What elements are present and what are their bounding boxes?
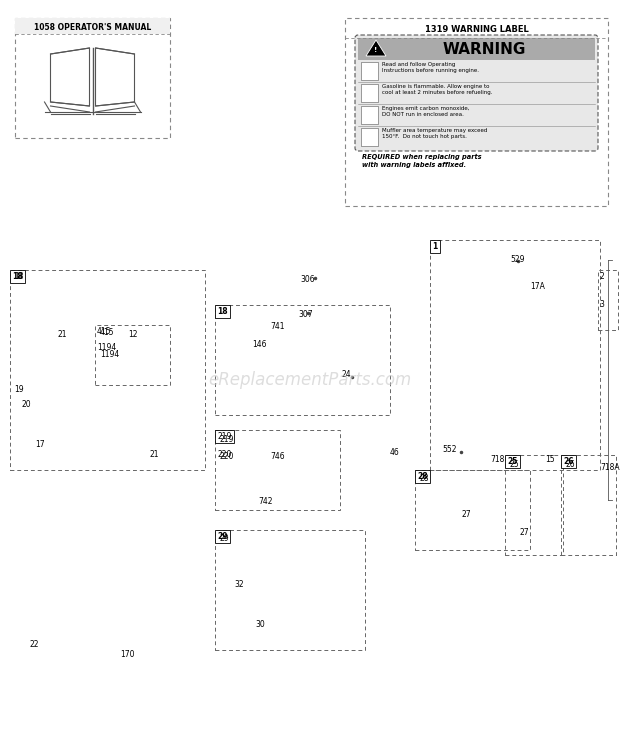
Text: WARNING: WARNING	[443, 42, 526, 57]
Text: 746: 746	[270, 452, 285, 461]
Text: 742: 742	[258, 497, 273, 506]
Text: 21: 21	[150, 450, 159, 459]
Bar	[598, 270, 618, 330]
Bar	[215, 305, 390, 415]
Text: 15: 15	[545, 455, 555, 464]
Text: REQUIRED when replacing parts
with warning labels affixed.: REQUIRED when replacing parts with warni…	[362, 154, 482, 168]
Text: 3: 3	[599, 300, 604, 309]
Bar	[361, 128, 378, 146]
Text: Read and follow Operating
Instructions before running engine.: Read and follow Operating Instructions b…	[382, 62, 479, 73]
Text: 1194: 1194	[100, 350, 119, 359]
Bar	[15, 18, 170, 138]
Bar	[215, 430, 340, 510]
Text: 1: 1	[432, 242, 437, 251]
Bar	[361, 84, 378, 102]
Text: 1319 WARNING LABEL: 1319 WARNING LABEL	[425, 25, 528, 34]
Bar	[10, 270, 205, 470]
Text: 18: 18	[217, 307, 228, 316]
Text: 146: 146	[252, 340, 267, 349]
Text: 170: 170	[120, 650, 135, 659]
Text: 17: 17	[35, 440, 45, 449]
Text: 25: 25	[507, 457, 517, 466]
Text: 1194: 1194	[97, 343, 117, 352]
Text: Gasoline is flammable. Allow engine to
cool at least 2 minutes before refueling.: Gasoline is flammable. Allow engine to c…	[382, 84, 492, 95]
Text: 25: 25	[510, 460, 520, 469]
Text: 415: 415	[97, 327, 112, 336]
Text: Muffler area temperature may exceed
150°F.  Do not touch hot parts.: Muffler area temperature may exceed 150°…	[382, 128, 487, 139]
Text: 552: 552	[442, 445, 456, 454]
Text: 20: 20	[22, 400, 32, 409]
Text: 718: 718	[490, 455, 505, 464]
Text: 27: 27	[462, 510, 472, 519]
Text: 718A: 718A	[600, 463, 619, 472]
Text: 29: 29	[220, 534, 229, 543]
Text: 220: 220	[220, 452, 234, 461]
Polygon shape	[366, 40, 386, 56]
Bar	[505, 455, 563, 555]
Text: eReplacementParts.com: eReplacementParts.com	[208, 371, 412, 389]
Bar	[15, 18, 170, 34]
Text: 29: 29	[217, 532, 228, 541]
Bar	[95, 325, 170, 385]
Text: 26: 26	[563, 457, 574, 466]
Text: 28: 28	[417, 472, 428, 481]
Text: 18: 18	[14, 272, 24, 281]
Text: 19: 19	[14, 385, 24, 394]
Text: 1058 OPERATOR'S MANUAL: 1058 OPERATOR'S MANUAL	[34, 24, 151, 33]
Text: 17A: 17A	[530, 282, 545, 291]
Text: 24: 24	[342, 370, 352, 379]
Text: 220: 220	[217, 450, 231, 459]
Bar	[345, 18, 608, 206]
Text: 219: 219	[220, 435, 234, 444]
Text: !: !	[374, 47, 378, 53]
Bar	[215, 530, 365, 650]
Bar	[361, 62, 378, 80]
FancyBboxPatch shape	[355, 35, 598, 151]
Text: 26: 26	[565, 460, 575, 469]
Text: 21: 21	[58, 330, 68, 339]
Text: 741: 741	[270, 322, 285, 331]
Text: 529: 529	[510, 255, 525, 264]
Text: 18: 18	[12, 272, 22, 281]
Text: Engines emit carbon monoxide,
DO NOT run in enclosed area.: Engines emit carbon monoxide, DO NOT run…	[382, 106, 469, 118]
Bar	[358, 38, 595, 60]
Text: 22: 22	[30, 640, 40, 649]
Text: 46: 46	[390, 448, 400, 457]
Text: 2: 2	[599, 272, 604, 281]
Text: 27: 27	[520, 528, 529, 537]
Bar	[561, 455, 616, 555]
Bar	[361, 106, 378, 124]
Text: 306: 306	[300, 275, 314, 284]
Text: 415: 415	[100, 328, 115, 337]
Bar	[430, 240, 600, 470]
Text: 12: 12	[128, 330, 138, 339]
Text: 28: 28	[420, 474, 430, 483]
Text: 307: 307	[298, 310, 312, 319]
Text: 30: 30	[255, 620, 265, 629]
Text: 32: 32	[234, 580, 244, 589]
Text: 219: 219	[217, 432, 231, 441]
Bar	[415, 470, 530, 550]
